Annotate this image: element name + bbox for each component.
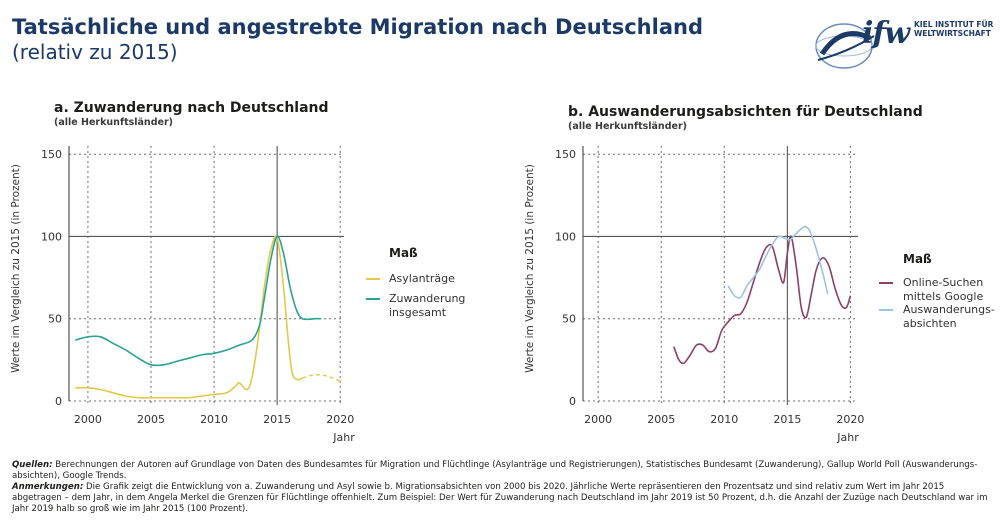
legend-item-asyl: Asylanträge <box>389 272 455 285</box>
chart-b-y-tick-label: 0 <box>569 395 576 408</box>
legend-swatch-auswanderung <box>879 309 893 311</box>
chart-a-title: a. Zuwanderung nach Deutschland <box>54 100 329 116</box>
legend-item-online: Online-Suchen mittels Google <box>903 276 984 303</box>
ifw-logo <box>808 8 998 76</box>
footer-remarks-text: Die Grafik zeigt die Entwicklung von a. … <box>12 482 988 514</box>
legend-item-auswanderung: Auswanderungs-absichten <box>903 303 995 330</box>
chart-a-x-axis-label: Jahr <box>332 431 355 444</box>
footer-remarks-label: Anmerkungen: <box>12 482 84 492</box>
legend-swatch-asyl <box>366 278 380 280</box>
legend-item-zuwanderung: Zuwanderung insgesamt <box>389 292 466 319</box>
footer-sources-label: Quellen: <box>12 460 53 470</box>
chart-b-series-auswanderung-line <box>727 225 829 299</box>
chart-a-y-tick-label: 0 <box>55 395 62 408</box>
chart-b-subtitle: (alle Herkunftsländer) <box>568 121 687 132</box>
page-title: Tatsächliche und angestrebte Migration n… <box>12 15 703 39</box>
footer-sources: Quellen: Berechnungen der Autoren auf Gr… <box>12 460 992 482</box>
chart-a-y-tick-label: 150 <box>41 148 62 161</box>
chart-a-series-zuwanderung-line <box>75 235 322 367</box>
chart-b-x-axis-label: Jahr <box>836 431 859 444</box>
chart-b-title: b. Auswanderungsabsichten für Deutschlan… <box>568 104 923 120</box>
logo-institute-name: KIEL INSTITUT FÜR WELTWIRTSCHAFT <box>914 20 993 38</box>
chart-a-x-tick-label: 2000 <box>74 413 102 426</box>
chart-b-series-online-line <box>673 235 852 365</box>
chart-a-x-tick-label: 2005 <box>137 413 165 426</box>
chart-b-y-tick-label: 50 <box>562 313 576 326</box>
legend-swatch-zuwanderung <box>366 298 380 300</box>
legend-swatch-online <box>879 282 893 284</box>
chart-a-y-tick-label: 50 <box>48 313 62 326</box>
chart-b-legend-title: Maß <box>903 252 932 266</box>
chart-a-x-tick-label: 2010 <box>200 413 228 426</box>
chart-b-y-axis-label: Werte im Vergleich zu 2015 (in Prozent) <box>524 164 536 373</box>
chart-b-x-tick-label: 2020 <box>836 413 864 426</box>
chart-a-series-asyl-line <box>75 235 303 399</box>
chart-a-y-tick-label: 100 <box>41 230 62 243</box>
footer-remarks: Anmerkungen: Die Grafik zeigt die Entwic… <box>12 482 992 515</box>
chart-b-plot: 2000 2005 2010 2015 2020 0 50 100 150 Jahr Werte i… <box>524 146 864 444</box>
page-subtitle: (relativ zu 2015) <box>12 40 178 64</box>
chart-b-x-tick-label: 2010 <box>710 413 738 426</box>
footer-sources-text: Berechnungen der Autoren auf Grundlage v… <box>12 460 978 481</box>
globe-icon <box>815 23 875 69</box>
logo-line-1: KIEL INSTITUT FÜR <box>914 20 994 29</box>
logo-wordmark: ifw <box>862 16 910 51</box>
chart-a-y-axis-label: Werte im Vergleich zu 2015 (in Prozent) <box>10 164 22 373</box>
chart-b-x-tick-label: 2015 <box>773 413 801 426</box>
chart-b-y-tick-label: 100 <box>555 230 576 243</box>
chart-a-series-asyl-dashed-line <box>302 373 341 382</box>
chart-a-x-tick-label: 2020 <box>326 413 354 426</box>
chart-b-x-tick-label: 2005 <box>647 413 675 426</box>
logo-line-2: WELTWIRTSCHAFT <box>914 29 991 38</box>
chart-b-x-tick-label: 2000 <box>584 413 612 426</box>
chart-a-plot: 2000 2005 2010 2015 2020 0 50 100 150 Jahr Werte i… <box>10 146 355 444</box>
footer-notes: Quellen: Berechnungen der Autoren auf Gr… <box>12 460 992 515</box>
chart-a-subtitle: (alle Herkunftsländer) <box>54 117 173 128</box>
chart-a-x-tick-label: 2015 <box>263 413 291 426</box>
chart-b-y-tick-label: 150 <box>555 148 576 161</box>
chart-a-legend-title: Maß <box>389 246 418 260</box>
